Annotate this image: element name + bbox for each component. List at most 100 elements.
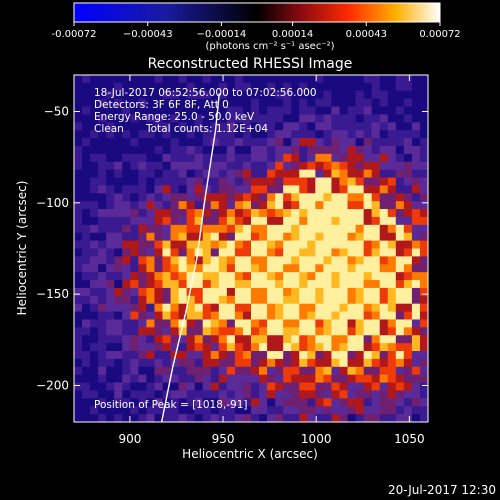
heatmap-cell <box>146 406 155 415</box>
heatmap-cell <box>283 185 292 194</box>
heatmap-cell <box>114 398 123 407</box>
heatmap-cell <box>379 366 389 376</box>
heatmap-cell <box>283 256 292 265</box>
heatmap-cell <box>355 343 365 352</box>
heatmap-cell <box>387 280 397 289</box>
heatmap-cell <box>186 153 196 163</box>
heatmap-cell <box>347 351 356 360</box>
heatmap-cell <box>355 287 365 297</box>
heatmap-cell <box>114 351 123 360</box>
heatmap-cell <box>74 264 83 273</box>
heatmap-cell <box>347 240 356 249</box>
heatmap-cell <box>186 224 196 234</box>
heatmap-cell <box>114 390 123 399</box>
heatmap-cell <box>90 358 99 368</box>
heatmap-cell <box>331 358 340 368</box>
heatmap-cell <box>403 358 413 368</box>
heatmap-cell <box>411 351 421 360</box>
heatmap-cell <box>323 295 332 305</box>
heatmap-cell <box>178 224 188 234</box>
heatmap-cell <box>186 82 196 92</box>
heatmap-cell <box>251 138 260 147</box>
heatmap-cell <box>371 366 381 376</box>
heatmap-cell <box>162 358 171 368</box>
heatmap-cell <box>299 358 308 368</box>
heatmap-cell <box>363 382 373 391</box>
heatmap-cell <box>202 264 212 273</box>
heatmap-cell <box>218 145 228 155</box>
y-axis-ticks: −50−100−150−200 <box>36 105 428 392</box>
heatmap-cell <box>331 311 340 320</box>
heatmap-cell <box>170 161 179 171</box>
heatmap-cell <box>331 256 340 265</box>
heatmap-cell <box>307 280 316 289</box>
heatmap-cell <box>267 98 276 107</box>
heatmap-cell <box>331 232 340 242</box>
heatmap-cell <box>170 351 179 360</box>
heatmap-cell <box>146 272 155 281</box>
heatmap-cell <box>291 240 300 249</box>
heatmap-cell <box>194 224 204 234</box>
heatmap-cell <box>355 114 365 123</box>
heatmap-cell <box>130 209 139 218</box>
heatmap-cell <box>251 161 260 171</box>
heatmap-cell <box>82 327 91 336</box>
heatmap-cell <box>371 177 381 186</box>
heatmap-cell <box>146 248 155 257</box>
heatmap-cell <box>178 264 188 273</box>
heatmap-cell <box>323 272 332 281</box>
heatmap-cell <box>202 327 212 336</box>
heatmap-cell <box>138 216 147 226</box>
heatmap-cell <box>122 248 131 257</box>
heatmap-cell <box>242 414 252 422</box>
heatmap-cell <box>339 382 348 391</box>
heatmap-cell <box>154 216 163 226</box>
heatmap-cell <box>226 248 236 257</box>
heatmap-cell <box>299 390 308 399</box>
heatmap-cell <box>291 106 300 115</box>
heatmap-cell <box>218 153 228 163</box>
heatmap-cell <box>210 343 220 352</box>
heatmap-cell <box>315 98 324 107</box>
heatmap-cell <box>234 287 244 297</box>
heatmap-cell <box>259 138 268 147</box>
heatmap-cell <box>82 343 91 352</box>
heatmap-cell <box>251 177 260 186</box>
heatmap-cell <box>267 82 276 92</box>
heatmap-cell <box>202 287 212 297</box>
heatmap-cell <box>387 358 397 368</box>
heatmap-cell <box>138 98 147 107</box>
heatmap-cell <box>226 98 236 107</box>
heatmap-cell <box>242 232 252 242</box>
heatmap-cell <box>283 169 292 178</box>
heatmap-cell <box>234 145 244 155</box>
heatmap-cell <box>267 398 276 407</box>
heatmap-cell <box>267 358 276 368</box>
heatmap-cell <box>379 343 389 352</box>
heatmap-cell <box>74 351 83 360</box>
heatmap-cell <box>98 224 107 234</box>
heatmap-cell <box>114 240 123 249</box>
heatmap-cell <box>363 82 373 92</box>
heatmap-cell <box>178 295 188 305</box>
heatmap-cell <box>283 303 292 312</box>
heatmap-cell <box>210 287 220 297</box>
heatmap-cell <box>170 185 179 194</box>
heatmap-cell <box>355 145 365 155</box>
heatmap-cell <box>387 90 397 100</box>
heatmap-cell <box>403 201 413 210</box>
heatmap-cell <box>178 138 188 147</box>
heatmap-cell <box>154 153 163 163</box>
heatmap-cell <box>194 216 204 226</box>
heatmap-cell <box>90 122 99 131</box>
heatmap-cell <box>98 264 107 273</box>
heatmap-cell <box>403 224 413 234</box>
heatmap-cell <box>122 264 131 273</box>
heatmap-cell <box>90 343 99 352</box>
heatmap-cell <box>122 75 131 84</box>
heatmap-cell <box>387 256 397 265</box>
heatmap-cell <box>347 201 356 210</box>
heatmap-cell <box>283 177 292 186</box>
heatmap-cell <box>242 138 252 147</box>
heatmap-cell <box>315 303 324 312</box>
